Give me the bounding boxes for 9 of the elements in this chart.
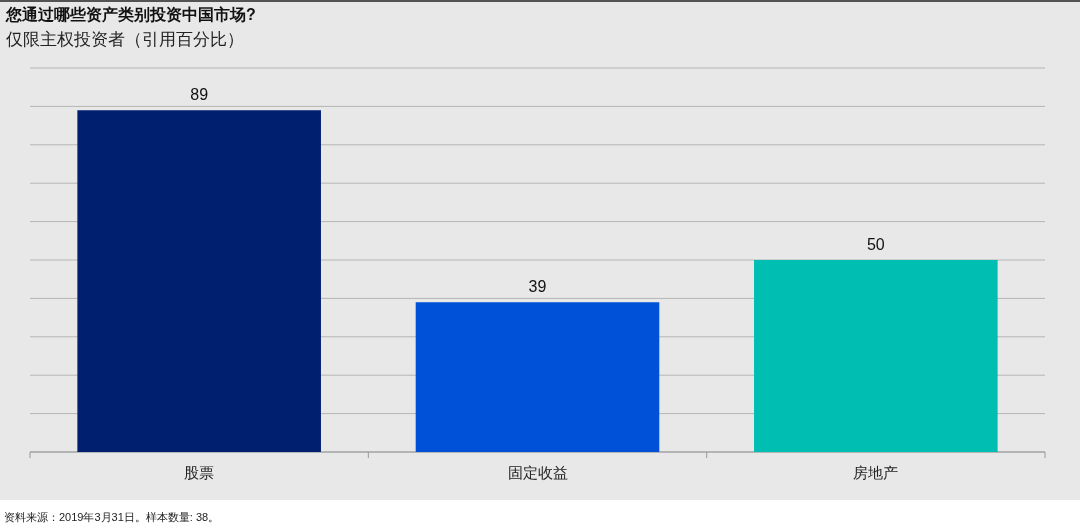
x-tick-label: 股票 <box>184 464 215 481</box>
subtitle: 仅限主权投资者（引用百分比） <box>6 30 244 49</box>
annotation: 资料来源：2019年3月31日。样本数量: 38。 <box>4 511 220 523</box>
data-label: 39 <box>528 278 547 296</box>
data-label: 89 <box>190 86 209 104</box>
data-label: 50 <box>866 236 885 253</box>
title: 您通过哪些资产类别投资中国市场? <box>6 6 256 23</box>
x-tick-label: 房地产 <box>853 464 899 481</box>
x-tick-label: 固定收益 <box>507 464 568 481</box>
